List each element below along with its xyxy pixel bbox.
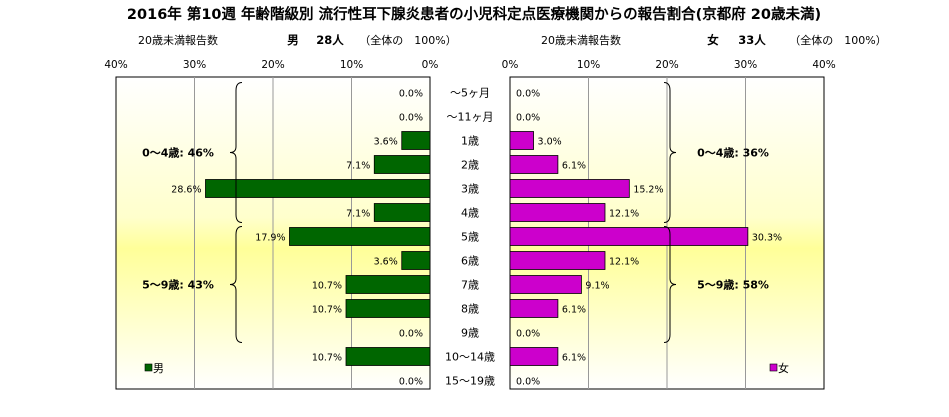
right-header-sex: 女	[707, 33, 719, 47]
left-header-subtitle: 20歳未満報告数	[138, 34, 218, 47]
x-axis-ticks: 40% 30% 20% 10% 0% 0% 10% 20% 30% 40%	[104, 59, 835, 71]
female-value-label: 0.0%	[516, 89, 540, 100]
male-value-label: 0.0%	[399, 329, 423, 340]
left-age-group-bracket	[229, 82, 243, 223]
male-value-label: 10.7%	[312, 305, 342, 316]
age-category-label: 10～14歳	[445, 351, 495, 364]
value-labels: 0.0% 0.0% 0.0% 0.0% 3.6% 3.0% 7.1% 6.1% 28.6% 15.…	[171, 89, 782, 388]
x-tick-label: 40%	[812, 59, 835, 71]
male-bar	[345, 275, 431, 294]
right-header-count: 33人	[738, 33, 766, 47]
female-value-label: 6.1%	[562, 161, 586, 172]
group-brackets: 0～4歳: 46% 5～9歳: 43% 0～4歳: 36% 5～9歳: 58%	[142, 82, 769, 343]
left-header-sex: 男	[287, 33, 299, 47]
male-value-label: 17.9%	[255, 233, 285, 244]
male-value-label: 10.7%	[312, 281, 342, 292]
age-category-label: 2歳	[461, 159, 479, 172]
female-value-label: 0.0%	[516, 329, 540, 340]
male-bar	[401, 251, 431, 270]
male-value-label: 7.1%	[346, 161, 370, 172]
male-value-label: 28.6%	[171, 185, 201, 196]
x-tick-label: 20%	[261, 59, 284, 71]
male-bar	[401, 131, 431, 150]
right-age-group-label: 5～9歳: 58%	[697, 278, 769, 292]
legend-female-label: 女	[778, 361, 789, 375]
male-value-label: 3.6%	[374, 257, 398, 268]
female-value-label: 12.1%	[609, 257, 639, 268]
right-header-share: （全体の 100%）	[789, 33, 886, 47]
male-bar	[205, 179, 431, 198]
female-value-label: 15.2%	[633, 185, 663, 196]
male-value-label: 7.1%	[346, 209, 370, 220]
female-bar	[509, 347, 559, 366]
male-value-label: 10.7%	[312, 353, 342, 364]
female-bar	[509, 251, 606, 270]
x-tick-label: 30%	[734, 59, 757, 71]
male-value-label: 0.0%	[399, 89, 423, 100]
female-bar	[509, 131, 534, 150]
right-age-group-label: 0～4歳: 36%	[697, 146, 769, 160]
age-category-label: 7歳	[461, 279, 479, 292]
legend-female-swatch	[769, 363, 778, 372]
x-tick-label: 10%	[577, 59, 600, 71]
female-value-label: 12.1%	[609, 209, 639, 220]
female-value-label: 30.3%	[752, 233, 782, 244]
age-category-label: 6歳	[461, 255, 479, 268]
female-bar	[509, 299, 559, 318]
left-header-share: （全体の 100%）	[359, 33, 456, 47]
x-tick-label: 20%	[655, 59, 678, 71]
age-category-label: 1歳	[461, 135, 479, 148]
right-header-subtitle: 20歳未満報告数	[541, 34, 621, 47]
male-value-label: 0.0%	[399, 377, 423, 388]
left-age-group-bracket	[229, 226, 243, 343]
female-value-label: 9.1%	[585, 281, 609, 292]
bars	[205, 131, 749, 366]
age-category-label: 15～19歳	[445, 375, 495, 388]
category-labels: ～5ヶ月 ～11ヶ月 1歳 2歳 3歳 4歳 5歳 6歳 7歳 8歳 9歳 10～14歳 15～19歳	[445, 87, 495, 388]
age-category-label: ～11ヶ月	[447, 111, 494, 124]
male-bar	[373, 203, 431, 222]
male-bar	[345, 347, 431, 366]
female-value-label: 0.0%	[516, 113, 540, 124]
female-bar	[509, 275, 582, 294]
female-value-label: 6.1%	[562, 353, 586, 364]
age-category-label: 8歳	[461, 303, 479, 316]
female-value-label: 3.0%	[538, 137, 562, 148]
male-value-label: 3.6%	[374, 137, 398, 148]
right-age-group-bracket	[663, 82, 677, 223]
male-bar	[345, 299, 431, 318]
age-category-label: 3歳	[461, 183, 479, 196]
legend-male-label: 男	[153, 362, 164, 375]
female-bar	[509, 203, 606, 222]
age-category-label: 5歳	[461, 231, 479, 244]
x-tick-label: 40%	[104, 59, 127, 71]
female-bar	[509, 227, 749, 246]
age-category-label: 4歳	[461, 207, 479, 220]
left-age-group-label: 5～9歳: 43%	[142, 278, 214, 292]
right-age-group-bracket	[663, 226, 677, 343]
legend-male-swatch	[144, 363, 153, 372]
female-value-label: 0.0%	[516, 377, 540, 388]
left-header-count: 28人	[316, 33, 344, 47]
male-bar	[373, 155, 431, 174]
chart-title: 2016年 第10週 年齢階級別 流行性耳下腺炎患者の小児科定点医療機関からの報…	[127, 5, 821, 23]
age-category-label: ～5ヶ月	[450, 87, 490, 100]
x-tick-label: 30%	[183, 59, 206, 71]
female-value-label: 6.1%	[562, 305, 586, 316]
age-category-label: 9歳	[461, 327, 479, 340]
x-tick-label: 0%	[422, 59, 439, 71]
male-bar	[289, 227, 431, 246]
female-bar	[509, 155, 559, 174]
male-value-label: 0.0%	[399, 113, 423, 124]
female-bar	[509, 179, 630, 198]
left-age-group-label: 0～4歳: 46%	[142, 146, 214, 160]
x-tick-label: 0%	[502, 59, 519, 71]
x-tick-label: 10%	[340, 59, 363, 71]
